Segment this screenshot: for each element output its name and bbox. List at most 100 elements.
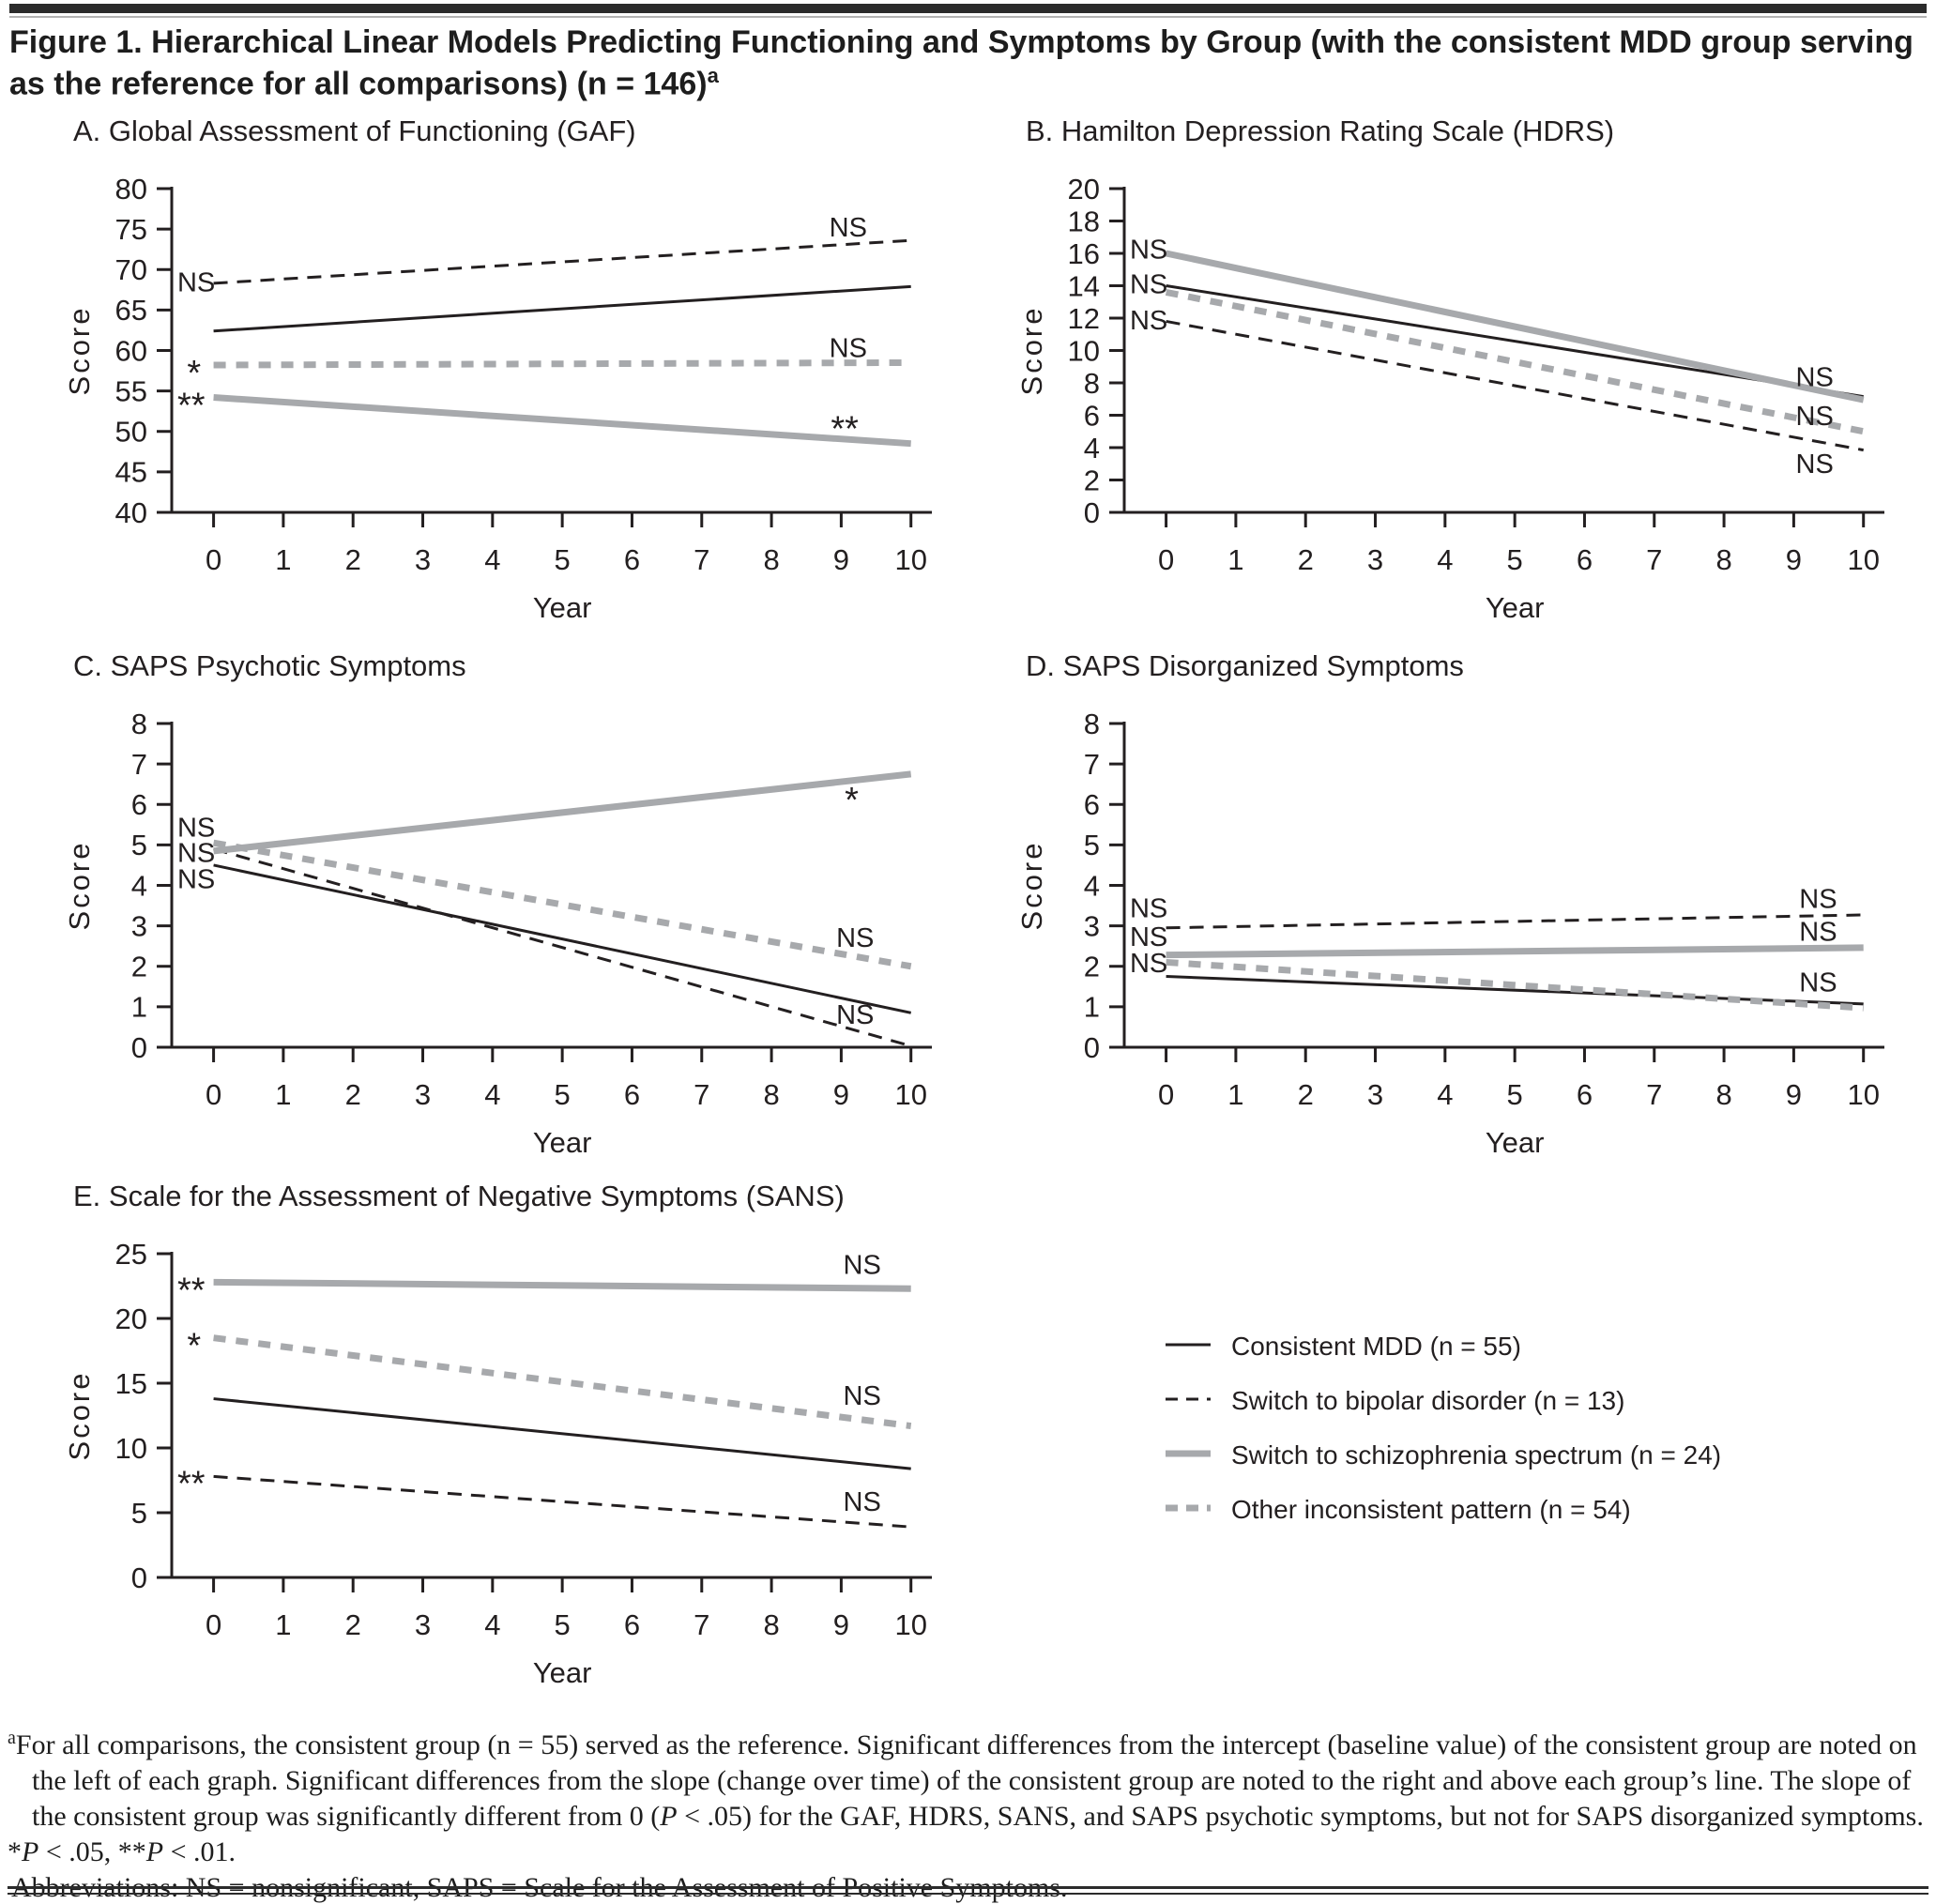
legend-line-sample-bipolar: [1164, 1393, 1212, 1410]
x-tick-label: 4: [484, 543, 500, 576]
y-tick-label: 60: [115, 334, 147, 367]
x-axis-label: Year: [1486, 591, 1545, 624]
panel-c-annotation-1: NS: [177, 839, 215, 869]
x-tick-label: 8: [1715, 1078, 1731, 1111]
panel-e-line-schizophrenia: [213, 1278, 911, 1292]
footnote-significance: *P < .05, **P < .01.: [8, 1835, 1929, 1870]
y-axis-label: Score: [1015, 841, 1048, 931]
y-tick-label: 0: [131, 1031, 147, 1064]
x-axis-label: Year: [1486, 1126, 1545, 1159]
y-tick-label: 45: [115, 456, 147, 489]
panel-b-annotation-4: NS: [1796, 402, 1834, 432]
panel-a-annotation-0: NS: [177, 268, 215, 298]
x-tick-label: 4: [1437, 543, 1453, 576]
panel-a-title: A. Global Assessment of Functioning (GAF…: [73, 114, 636, 147]
y-tick-label: 8: [1084, 708, 1100, 740]
top-rule-bar: [9, 4, 1927, 13]
x-tick-label: 3: [1367, 543, 1383, 576]
y-tick-label: 5: [131, 829, 147, 861]
y-tick-label: 12: [1068, 302, 1100, 335]
x-tick-label: 10: [894, 1608, 926, 1641]
x-tick-label: 5: [555, 543, 571, 576]
x-tick-label: 3: [415, 1078, 431, 1111]
sig-p-1: P: [22, 1836, 39, 1867]
y-tick-label: 5: [131, 1497, 147, 1530]
panel-saps-disorganized: D. SAPS Disorganized Symptoms 0 1 2 3 4 5 6 7 8 0 1…: [1007, 646, 1922, 1174]
x-tick-label: 3: [415, 543, 431, 576]
x-tick-label: 1: [275, 1608, 291, 1641]
top-rule-thin: [9, 16, 1927, 18]
legend-line-sample-consistent: [1164, 1338, 1212, 1356]
panel-a-annotation-1: *: [187, 354, 201, 393]
x-tick-label: 6: [1577, 1078, 1593, 1111]
panel-d-annotation-4: NS: [1799, 918, 1837, 948]
y-tick-label: 10: [115, 1432, 147, 1465]
panel-d-line-consistent: [1166, 975, 1864, 1006]
y-tick-label: 1: [1084, 991, 1100, 1024]
x-tick-label: 2: [1298, 543, 1314, 576]
panel-e-title: E. Scale for the Assessment of Negative …: [73, 1180, 845, 1212]
chart-legend: Consistent MDD (n = 55) Switch to bipolar…: [1164, 1319, 1914, 1537]
x-tick-label: 3: [415, 1608, 431, 1641]
x-tick-label: 4: [484, 1078, 500, 1111]
x-tick-label: 6: [624, 543, 640, 576]
panel-d-line-bipolar: [1166, 913, 1864, 930]
panel-b-line-bipolar: [1166, 319, 1864, 452]
x-tick-label: 3: [1367, 1078, 1383, 1111]
x-axis-label: Year: [533, 591, 592, 624]
x-tick-label: 8: [763, 1078, 779, 1111]
panel-c-title: C. SAPS Psychotic Symptoms: [73, 649, 466, 682]
x-tick-label: 8: [763, 1608, 779, 1641]
y-tick-label: 2: [131, 951, 147, 983]
panel-c-annotation-3: *: [845, 781, 859, 820]
panel-b-annotation-3: NS: [1796, 363, 1834, 393]
x-tick-label: 9: [833, 1608, 849, 1641]
y-tick-label: 40: [115, 496, 147, 529]
legend-item-consistent: Consistent MDD (n = 55): [1164, 1319, 1914, 1374]
y-tick-label: 6: [131, 788, 147, 821]
y-axis-label: Score: [63, 841, 96, 931]
panel-b-annotation-2: NS: [1130, 306, 1167, 336]
x-axis-label: Year: [533, 1126, 592, 1159]
x-tick-label: 5: [555, 1608, 571, 1641]
y-tick-label: 20: [1068, 173, 1100, 206]
y-tick-label: 0: [131, 1561, 147, 1594]
x-tick-label: 2: [345, 1078, 361, 1111]
y-tick-label: 7: [131, 748, 147, 781]
panel-e-annotation-5: NS: [844, 1487, 881, 1517]
legend-label-schizophrenia: Switch to schizophrenia spectrum (n = 24…: [1231, 1440, 1722, 1470]
y-tick-label: 55: [115, 374, 147, 407]
panel-b-line-other: [1165, 288, 1865, 435]
panel-b-annotation-1: NS: [1130, 269, 1167, 299]
y-tick-label: 8: [1084, 367, 1100, 400]
panel-a-line-bipolar: [213, 238, 911, 285]
footnote-p-italic: P: [660, 1801, 678, 1832]
sig-star-1: *: [8, 1836, 22, 1867]
panel-sans: E. Scale for the Assessment of Negative …: [54, 1176, 969, 1704]
panel-d-annotation-5: NS: [1799, 968, 1837, 998]
panel-c-line-bipolar: [213, 847, 912, 1048]
y-tick-label: 80: [115, 173, 147, 206]
panel-b-annotation-5: NS: [1796, 449, 1834, 480]
y-tick-label: 4: [1084, 869, 1100, 902]
x-tick-label: 4: [484, 1608, 500, 1641]
figure-title: Figure 1. Hierarchical Linear Models Pre…: [9, 23, 1928, 105]
y-tick-label: 8: [131, 708, 147, 740]
x-tick-label: 0: [1158, 543, 1174, 576]
x-tick-label: 5: [1507, 543, 1523, 576]
legend-item-bipolar: Switch to bipolar disorder (n = 13): [1164, 1374, 1914, 1428]
x-tick-label: 9: [1786, 543, 1802, 576]
x-tick-label: 1: [1227, 543, 1243, 576]
y-tick-label: 65: [115, 294, 147, 327]
panel-b-annotation-0: NS: [1130, 235, 1167, 265]
x-tick-label: 6: [1577, 543, 1593, 576]
figure-title-text: Figure 1. Hierarchical Linear Models Pre…: [9, 24, 1913, 102]
panel-e-annotation-2: **: [177, 1465, 206, 1504]
legend-item-other: Other inconsistent pattern (n = 54): [1164, 1483, 1914, 1537]
panel-e-annotation-4: NS: [844, 1381, 881, 1411]
x-tick-label: 7: [694, 543, 709, 576]
y-tick-label: 2: [1084, 464, 1100, 496]
y-tick-label: 6: [1084, 399, 1100, 432]
